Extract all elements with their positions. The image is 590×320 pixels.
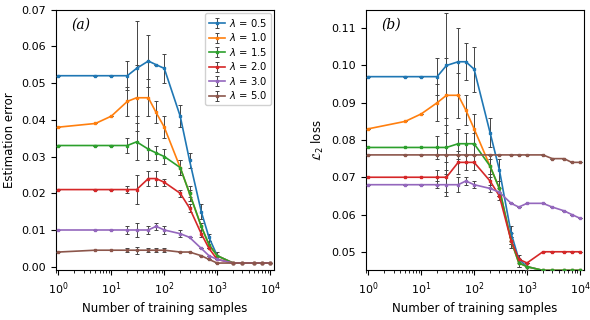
Text: (b): (b) [381, 17, 401, 31]
X-axis label: Number of training samples: Number of training samples [83, 302, 248, 315]
Text: (a): (a) [71, 17, 90, 31]
Legend: $\lambda$ = 0.5, $\lambda$ = 1.0, $\lambda$ = 1.5, $\lambda$ = 2.0, $\lambda$ = : $\lambda$ = 0.5, $\lambda$ = 1.0, $\lamb… [205, 12, 271, 105]
Y-axis label: Estimation error: Estimation error [3, 92, 16, 188]
X-axis label: Number of training samples: Number of training samples [392, 302, 558, 315]
Y-axis label: $\mathcal{L}_2$ loss: $\mathcal{L}_2$ loss [310, 119, 326, 161]
